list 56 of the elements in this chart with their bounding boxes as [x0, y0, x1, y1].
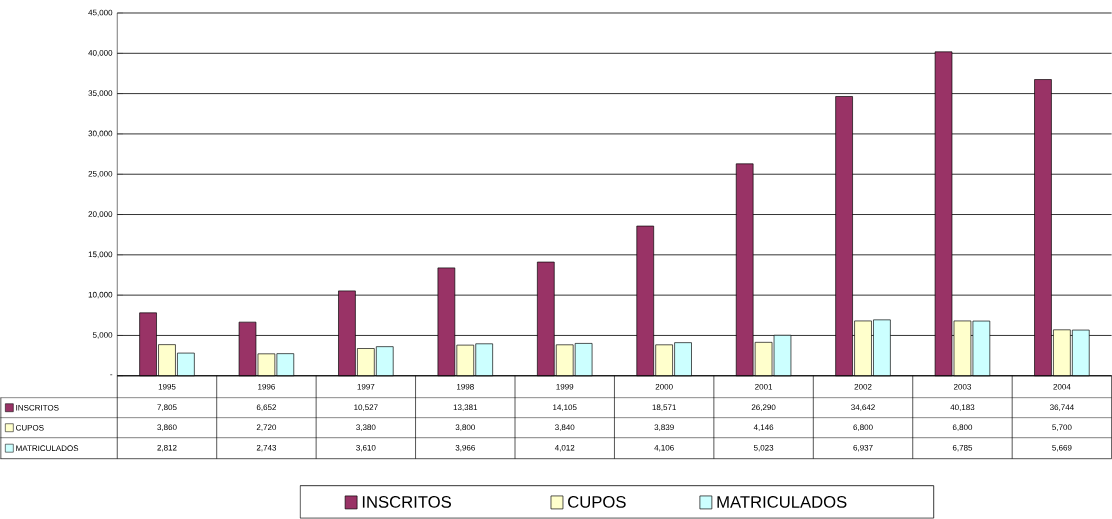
text: CUPOS — [16, 425, 44, 431]
data-label: 4,012 — [554, 445, 575, 452]
x-tick-label: 2002 — [854, 384, 872, 390]
y-tick-label: 5,000 — [92, 332, 113, 339]
data-label: 10,527 — [354, 404, 378, 412]
data-label: 6,785 — [952, 445, 973, 452]
x-tick-label: 1997 — [357, 384, 375, 390]
data-label: 2,812 — [157, 445, 177, 452]
y-tick-label: - — [110, 374, 113, 376]
data-label: 5,700 — [1052, 424, 1072, 432]
data-label: 3,860 — [157, 424, 177, 432]
y-tick-label: 15,000 — [88, 251, 113, 259]
data-label: 3,839 — [654, 424, 674, 432]
data-label: 4,106 — [654, 445, 674, 452]
data-label: 5,023 — [753, 445, 774, 452]
x-tick-label: 2001 — [755, 384, 773, 390]
x-tick-label: 1996 — [258, 384, 275, 390]
legend-label: MATRICULADOS — [717, 496, 847, 508]
x-tick-label: 2004 — [1053, 384, 1071, 390]
y-tick-label: 40,000 — [88, 50, 113, 57]
data-label: 3,800 — [455, 424, 475, 432]
data-label: 2,743 — [256, 445, 277, 452]
x-tick-label: 2003 — [953, 384, 971, 390]
data-label: 3,380 — [356, 424, 376, 432]
data-label: 14,105 — [553, 404, 577, 412]
data-label: 3,610 — [356, 445, 376, 452]
x-tick-label: 1995 — [158, 384, 176, 390]
data-label: 6,652 — [256, 404, 277, 412]
x-tick-label: 2000 — [655, 384, 673, 390]
data-label: 13,381 — [453, 404, 478, 412]
y-tick-label: 45,000 — [88, 9, 113, 17]
y-tick-label: 10,000 — [88, 292, 113, 299]
text: INSCRITOS — [362, 496, 451, 508]
data-label: 6,937 — [853, 445, 873, 452]
data-label: 4,146 — [753, 424, 774, 432]
data-label: 6,800 — [952, 424, 973, 432]
data-label: 3,840 — [555, 424, 575, 432]
y-tick-label: 25,000 — [88, 171, 113, 178]
data-label: 34,642 — [851, 404, 875, 412]
x-tick-label: 1998 — [457, 384, 474, 390]
x-tick-label: 1999 — [556, 384, 574, 390]
data-label: 18,571 — [652, 404, 676, 412]
legend-label: CUPOS — [568, 496, 626, 508]
data-label: 26,290 — [751, 404, 776, 412]
y-tick-label: 20,000 — [88, 211, 113, 218]
data-label: 2,720 — [256, 424, 277, 432]
data-label: 5,669 — [1052, 445, 1072, 452]
data-label: 3,966 — [455, 445, 475, 452]
legend-label: INSCRITOS — [16, 405, 59, 411]
y-tick-label: 35,000 — [88, 90, 113, 98]
data-label: 40,183 — [950, 404, 975, 412]
data-label: 6,800 — [853, 424, 873, 432]
text: MATRICULADOS — [16, 445, 79, 452]
data-label: 36,744 — [1049, 404, 1074, 412]
data-label: 7,805 — [157, 404, 177, 412]
y-tick-label: 30,000 — [88, 130, 113, 138]
